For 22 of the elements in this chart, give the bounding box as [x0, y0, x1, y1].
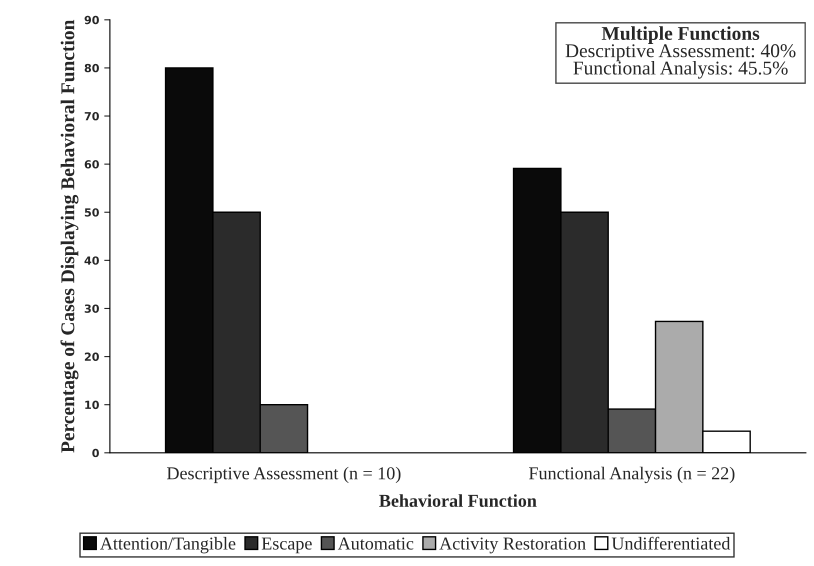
- x-tick-label: Descriptive Assessment (n = 10): [166, 466, 401, 484]
- y-tick-label: 70: [84, 112, 99, 120]
- y-tick-label: 90: [84, 16, 99, 24]
- legend-label: Undifferentiated: [612, 536, 730, 550]
- y-tick-label: 0: [92, 448, 99, 458]
- y-tick-label: 10: [85, 400, 99, 410]
- legend-label: Activity Restoration: [439, 538, 586, 554]
- y-tick-label: 30: [84, 304, 99, 313]
- y-tick-label: 40: [84, 256, 99, 265]
- y-tick-label: 60: [84, 160, 99, 169]
- y-tick-label: 20: [84, 352, 99, 361]
- x-tick-label: Functional Analysis (n = 22): [528, 466, 734, 484]
- annotation: Descriptive Assessment: 40%: [566, 44, 796, 62]
- legend-label: Attention/Tangible: [100, 536, 236, 554]
- y-tick-label: 80: [84, 64, 99, 72]
- legend-label: Automatic: [338, 538, 414, 550]
- x-axis-title: Behavioral Function: [379, 494, 537, 507]
- annotation: Functional Analysis: 45.5%: [573, 60, 788, 79]
- annotation: Multiple Functions: [602, 26, 760, 44]
- y-axis-title: Percentage of Cases Displaying Behavioral Function: [60, 20, 78, 453]
- legend-label: Escape: [262, 538, 312, 554]
- y-tick-label: 50: [84, 208, 99, 217]
